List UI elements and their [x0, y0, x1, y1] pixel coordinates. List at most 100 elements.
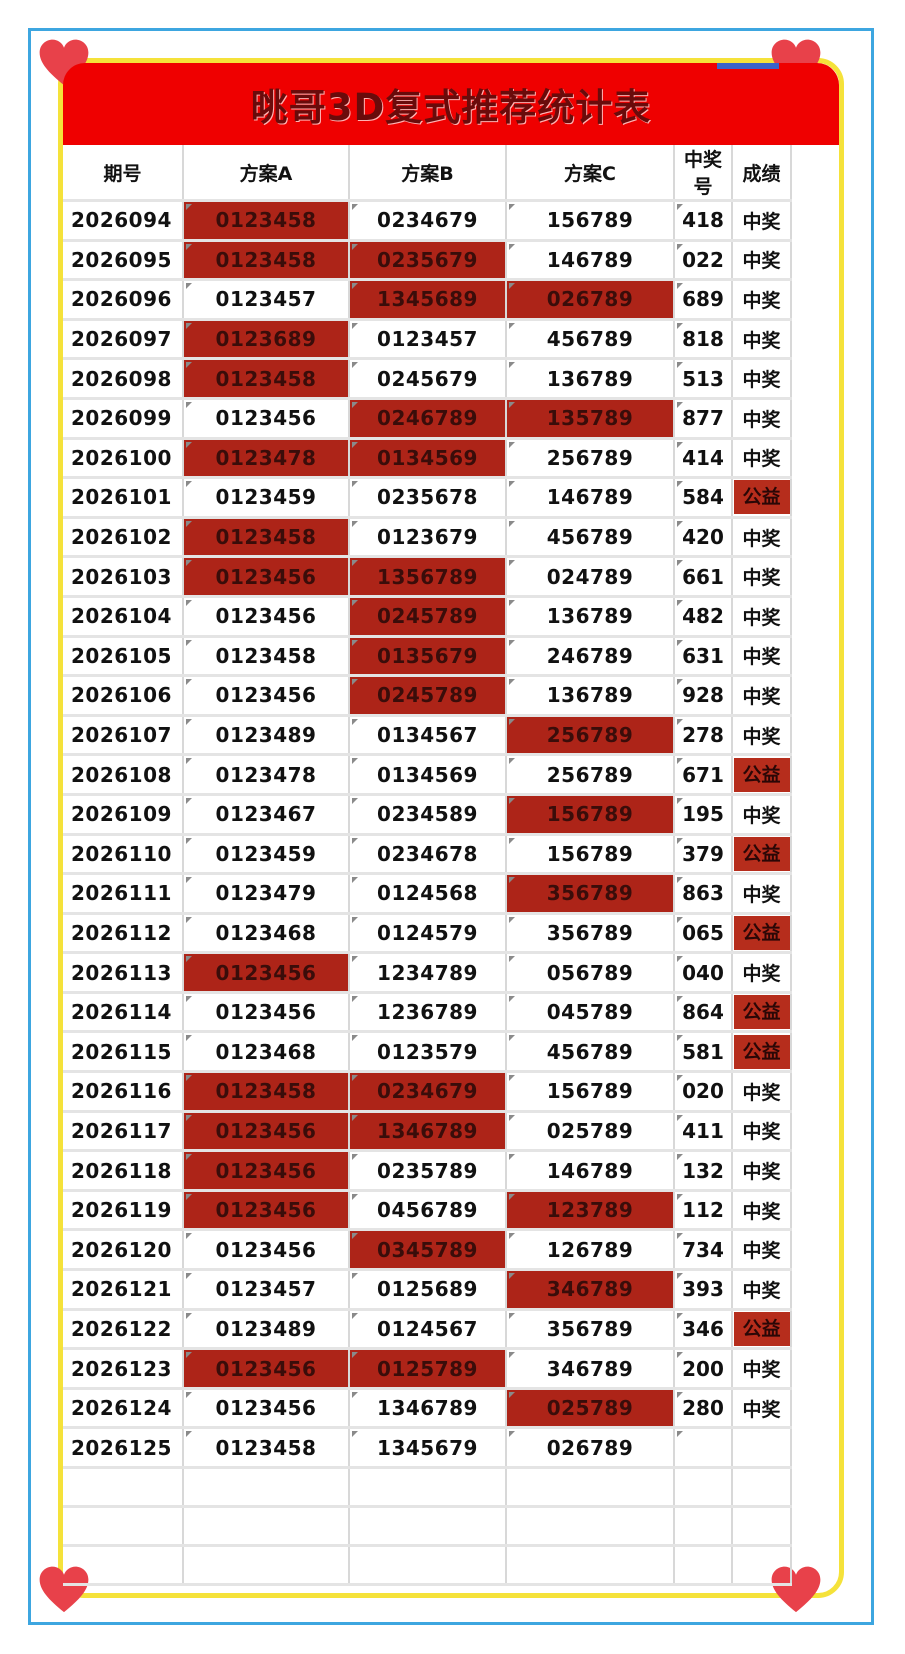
result-cell: 公益: [732, 992, 792, 1034]
scheme-c-cell: 156789: [506, 794, 675, 836]
winning-number-cell: 411: [674, 1111, 733, 1153]
scheme-b-cell: 1236789: [349, 992, 507, 1034]
period-cell: 2026121: [63, 1269, 184, 1311]
empty-cell: [674, 1545, 733, 1586]
scheme-a-cell: 0123456: [183, 992, 350, 1034]
scheme-c-cell: 026789: [506, 279, 675, 321]
result-cell: 中奖: [732, 715, 792, 757]
period-cell: 2026096: [63, 279, 184, 321]
scheme-b-cell: 1346789: [349, 1388, 507, 1430]
scheme-b-cell: 0235789: [349, 1150, 507, 1192]
period-cell: 2026123: [63, 1348, 184, 1390]
scheme-b-cell: 0345789: [349, 1229, 507, 1272]
winning-number-cell: 581: [674, 1031, 733, 1074]
period-cell: 2026118: [63, 1150, 184, 1192]
scheme-a-cell: 0123489: [183, 715, 350, 757]
scheme-b-cell: 1346789: [349, 1111, 507, 1153]
result-cell: 公益: [732, 1309, 792, 1351]
scheme-a-cell: 0123478: [183, 438, 350, 480]
charity-badge: 公益: [733, 995, 790, 1030]
winning-number-cell: 200: [674, 1348, 733, 1390]
empty-row: [63, 1545, 792, 1586]
charity-badge: 公益: [733, 915, 790, 950]
winning-number-cell: 877: [674, 398, 733, 440]
table-row: 2026111 0123479 0124568 356789 863 中奖: [63, 873, 792, 915]
table-row: 2026112 0123468 0124579 356789 065 公益: [63, 913, 792, 955]
scheme-c-cell: 156789: [506, 200, 675, 242]
scheme-b-cell: 0134567: [349, 715, 507, 757]
scheme-c-cell: 025789: [506, 1388, 675, 1430]
scheme-c-cell: 156789: [506, 834, 675, 876]
scheme-a-cell: 0123458: [183, 358, 350, 400]
scheme-a-cell: 0123457: [183, 279, 350, 321]
result-cell: 中奖: [732, 398, 792, 440]
scheme-b-cell: 1234789: [349, 952, 507, 994]
scheme-b-cell: 0245679: [349, 358, 507, 400]
scheme-a-cell: 0123458: [183, 517, 350, 559]
scheme-a-cell: 0123478: [183, 754, 350, 796]
result-cell: 中奖: [732, 636, 792, 678]
table-row: 2026125 0123458 1345679 026789: [63, 1427, 792, 1469]
result-cell: 中奖: [732, 556, 792, 598]
table-row: 2026096 0123457 1345689 026789 689 中奖: [63, 279, 792, 321]
scheme-c-cell: 126789: [506, 1229, 675, 1272]
scheme-a-cell: 0123457: [183, 1269, 350, 1311]
period-cell: 2026106: [63, 675, 184, 717]
winning-number-cell: 864: [674, 992, 733, 1034]
empty-cell: [674, 1506, 733, 1547]
winning-number-cell: 379: [674, 834, 733, 876]
result-cell: 中奖: [732, 1269, 792, 1311]
scheme-c-cell: 246789: [506, 636, 675, 678]
scheme-b-cell: 1345679: [349, 1427, 507, 1469]
result-cell: 中奖: [732, 873, 792, 915]
table-row: 2026115 0123468 0123579 456789 581 公益: [63, 1031, 792, 1074]
scheme-b-cell: 0456789: [349, 1190, 507, 1232]
winning-number-cell: 040: [674, 952, 733, 994]
scheme-a-cell: 0123458: [183, 636, 350, 678]
scheme-c-cell: 356789: [506, 913, 675, 955]
scheme-b-cell: 0123679: [349, 517, 507, 559]
scheme-c-cell: 026789: [506, 1427, 675, 1469]
winning-number-cell: [674, 1427, 733, 1469]
period-cell: 2026102: [63, 517, 184, 559]
scheme-c-cell: 456789: [506, 319, 675, 361]
table-row: 2026122 0123489 0124567 356789 346 公益: [63, 1309, 792, 1351]
winning-number-cell: 414: [674, 438, 733, 480]
scheme-a-cell: 0123456: [183, 1229, 350, 1272]
scheme-a-cell: 0123456: [183, 952, 350, 994]
period-cell: 2026124: [63, 1388, 184, 1430]
winning-number-cell: 818: [674, 319, 733, 361]
result-cell: 中奖: [732, 279, 792, 321]
empty-cell: [349, 1506, 507, 1547]
empty-cell: [183, 1506, 350, 1547]
scheme-c-cell: 024789: [506, 556, 675, 598]
empty-cell: [63, 1545, 184, 1586]
table-row: 2026094 0123458 0234679 156789 418 中奖: [63, 200, 792, 242]
stats-table: 期号 方案A 方案B 方案C 中奖号 成绩 2026094 0123458 0234…: [63, 145, 792, 1586]
scheme-b-cell: 0134569: [349, 438, 507, 480]
scheme-c-cell: 123789: [506, 1190, 675, 1232]
scheme-c-cell: 146789: [506, 477, 675, 519]
empty-cell: [183, 1545, 350, 1586]
period-cell: 2026117: [63, 1111, 184, 1153]
scheme-a-cell: 0123456: [183, 1150, 350, 1192]
scheme-c-cell: 136789: [506, 358, 675, 400]
scheme-b-cell: 0123457: [349, 319, 507, 361]
scheme-c-cell: 056789: [506, 952, 675, 994]
header-period: 期号: [63, 145, 184, 202]
scheme-c-cell: 346789: [506, 1269, 675, 1311]
result-cell: 中奖: [732, 240, 792, 282]
scheme-b-cell: 0123579: [349, 1031, 507, 1074]
scheme-a-cell: 0123459: [183, 477, 350, 519]
empty-cell: [506, 1545, 675, 1586]
scheme-c-cell: 256789: [506, 754, 675, 796]
scheme-a-cell: 0123458: [183, 1071, 350, 1113]
result-cell: 中奖: [732, 358, 792, 400]
page-title: 晀哥3D复式推荐统计表: [250, 86, 652, 129]
winning-number-cell: 631: [674, 636, 733, 678]
scheme-a-cell: 0123456: [183, 1111, 350, 1153]
table-row: 2026117 0123456 1346789 025789 411 中奖: [63, 1111, 792, 1153]
scheme-b-cell: 1345689: [349, 279, 507, 321]
scheme-b-cell: 0125689: [349, 1269, 507, 1311]
period-cell: 2026119: [63, 1190, 184, 1232]
